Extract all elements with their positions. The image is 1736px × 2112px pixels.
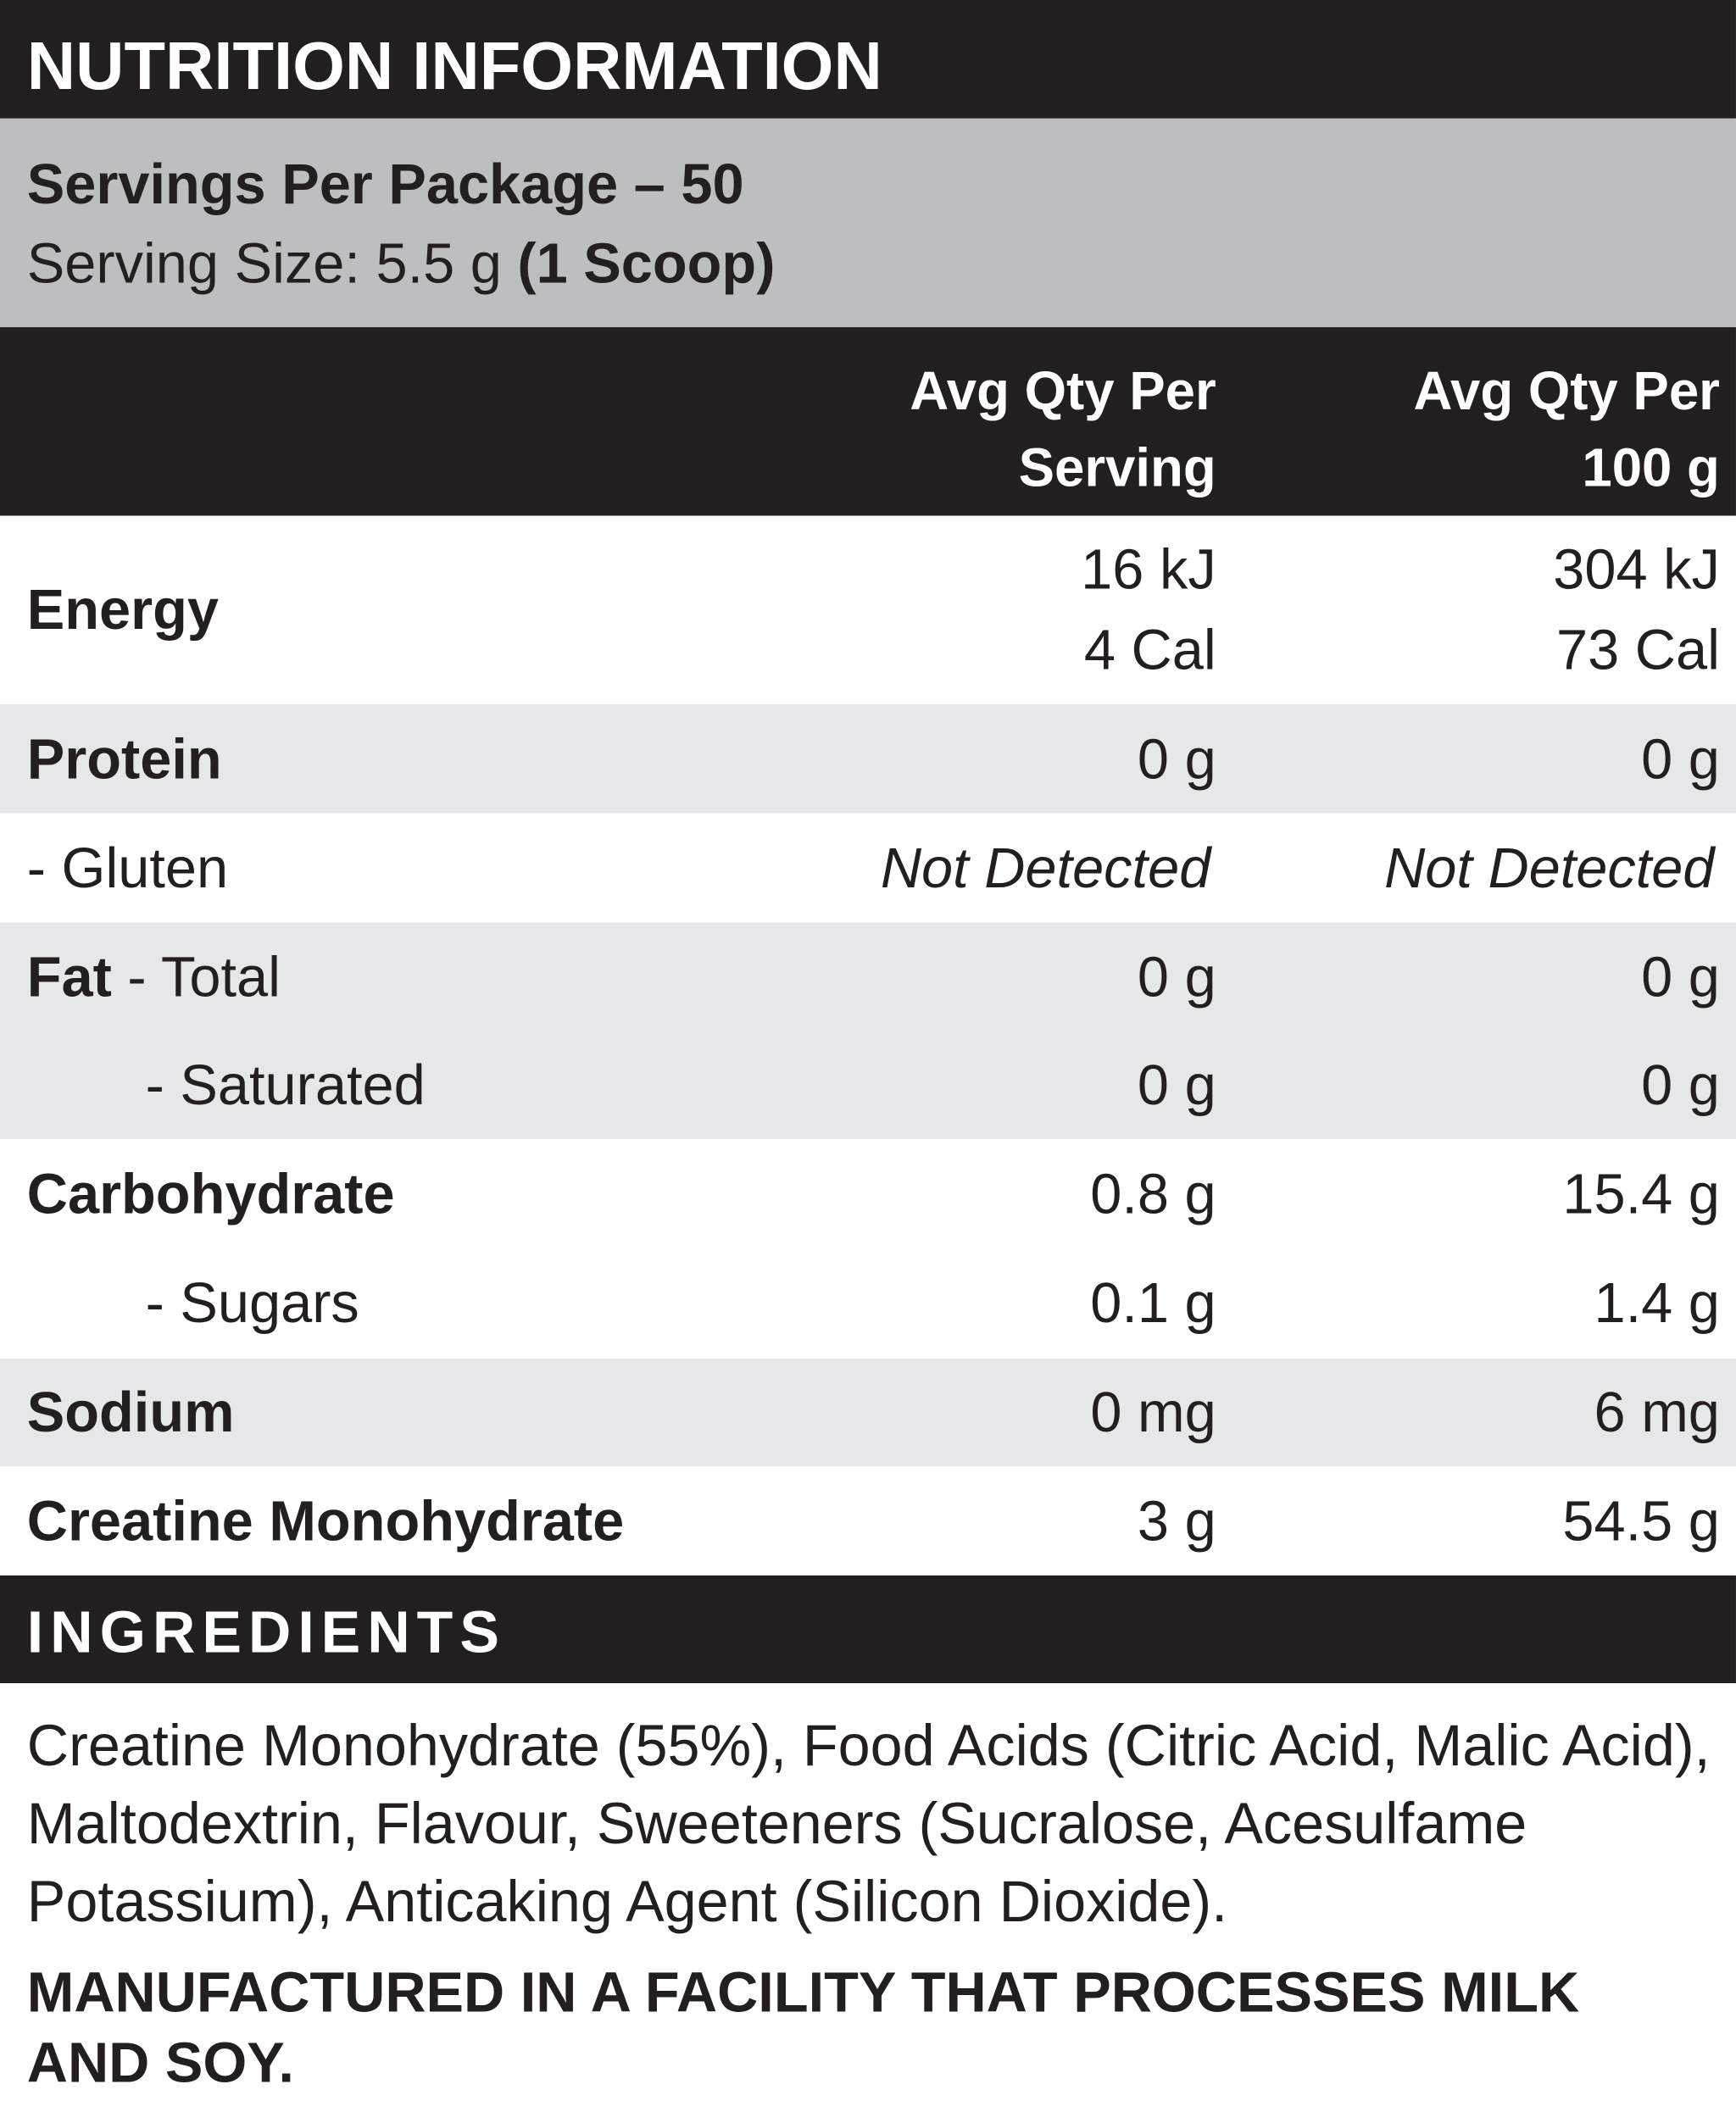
cell-line: 73 Cal <box>1556 618 1720 681</box>
cell: Not Detected <box>880 835 1211 899</box>
header-line: 100 g <box>1582 438 1720 498</box>
cell: 0 mg <box>1090 1380 1216 1444</box>
cell: 3 g <box>1137 1488 1216 1553</box>
cell-line: 4 Cal <box>1083 618 1216 681</box>
cell: 54.5 g <box>1562 1488 1720 1553</box>
title-bar: NUTRITION INFORMATION <box>0 0 1736 119</box>
table-row: Fat - Total 0 g 0 g <box>0 922 1736 1032</box>
row-label: Carbohydrate <box>26 1161 395 1226</box>
table-row: Protein 0 g 0 g <box>0 703 1736 814</box>
table-row: Creatine Monohydrate 3 g 54.5 g <box>0 1466 1736 1576</box>
row-label: Fat <box>26 944 112 1009</box>
row-label: - Gluten <box>26 835 229 899</box>
row-label: - Saturated <box>145 1053 426 1117</box>
ingredients-title: INGREDIENTS <box>26 1599 506 1666</box>
table-row: Sodium 0 mg 6 mg <box>0 1359 1736 1467</box>
row-label: - Sugars <box>145 1270 359 1335</box>
cell: 0 g <box>1641 944 1720 1009</box>
cell: 15.4 g <box>1562 1161 1720 1226</box>
cell: 6 mg <box>1594 1380 1720 1444</box>
cell-line: 304 kJ <box>1553 536 1720 601</box>
table-row: - Gluten Not Detected Not Detected <box>0 814 1736 923</box>
ingredients-text: Creatine Monohydrate (55%), Food Acids (… <box>26 1714 1711 1936</box>
row-label: Creatine Monohydrate <box>26 1488 625 1553</box>
cell: Not Detected <box>1384 835 1715 899</box>
cell: 0 g <box>1137 1053 1216 1117</box>
row-label: Sodium <box>26 1380 235 1444</box>
cell-line: 16 kJ <box>1081 536 1216 601</box>
table-row: Carbohydrate 0.8 g 15.4 g <box>0 1139 1736 1248</box>
servings: Servings Per Package – 50 Serving Size: … <box>0 118 1736 328</box>
header-line: Serving <box>1018 438 1216 498</box>
ingredients-bar: INGREDIENTS <box>0 1575 1736 1683</box>
row-label: Protein <box>26 726 222 790</box>
allergen-warning: MANUFACTURED IN A FACILITY THAT PROCESSE… <box>26 1960 1580 2094</box>
header-line: Avg Qty Per <box>1413 362 1720 422</box>
cell: 0 g <box>1137 944 1216 1009</box>
table-row: - Sugars 0.1 g 1.4 g <box>0 1248 1736 1359</box>
row-sublabel: - Total <box>127 944 281 1009</box>
table-header: Avg Qty Per Serving Avg Qty Per 100 g <box>0 327 1736 516</box>
column-header: Avg Qty Per Serving <box>910 354 1216 508</box>
header-line: Avg Qty Per <box>910 362 1216 422</box>
title: NUTRITION INFORMATION <box>26 28 882 104</box>
row-label-group: Fat - Total <box>27 945 281 1009</box>
serving-size: Serving Size: 5.5 g <box>26 231 502 295</box>
cell: 0.8 g <box>1090 1161 1216 1226</box>
table-row: Energy 16 kJ 4 Cal 304 kJ 73 Cal <box>0 516 1736 704</box>
cell: 16 kJ 4 Cal <box>1081 529 1216 691</box>
serving-size-line: Serving Size: 5.5 g (1 Scoop) <box>27 231 776 296</box>
cell: 0 g <box>1137 726 1216 790</box>
row-label: Energy <box>26 577 220 642</box>
cell: 0 g <box>1641 1053 1720 1117</box>
cell: 304 kJ 73 Cal <box>1553 529 1720 691</box>
servings-per-package: Servings Per Package – 50 <box>26 152 744 216</box>
cell: 0.1 g <box>1090 1270 1216 1335</box>
table-row: - Saturated 0 g 0 g <box>0 1031 1736 1140</box>
serving-size-note: (1 Scoop) <box>517 231 776 295</box>
column-header: Avg Qty Per 100 g <box>1413 354 1719 508</box>
cell: 0 g <box>1641 726 1720 790</box>
cell: 1.4 g <box>1594 1270 1720 1335</box>
